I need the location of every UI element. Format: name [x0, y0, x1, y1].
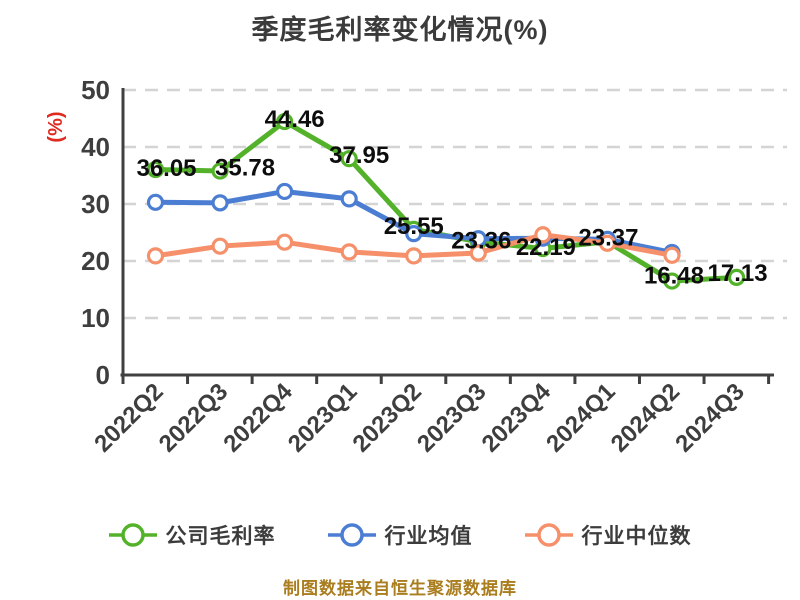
- legend-item-company-gross-margin: 公司毛利率: [108, 520, 276, 550]
- data-point: [146, 193, 165, 211]
- x-axis-tick-label: 2023Q4: [477, 378, 557, 458]
- data-label: 17.13: [708, 260, 768, 287]
- legend-label-industry-average: 行业均值: [384, 525, 473, 548]
- data-point: [276, 182, 294, 201]
- data-point: [340, 190, 358, 208]
- data-point: [211, 237, 229, 255]
- legend-item-industry-median: 行业中位数: [524, 520, 692, 550]
- y-axis-tick-label: 20: [81, 246, 110, 276]
- x-axis-tick-label: 2023Q2: [347, 378, 426, 457]
- data-label: 23.36: [451, 227, 511, 254]
- series-industry-median: [146, 226, 681, 265]
- axes: [120, 88, 774, 384]
- data-point: [469, 244, 487, 262]
- data-label: 37.95: [329, 142, 389, 169]
- y-axis-tick-label: 0: [96, 360, 110, 390]
- y-axis-tick-label: 40: [81, 132, 110, 162]
- data-point: [405, 247, 423, 265]
- data-label: 44.46: [265, 106, 325, 133]
- data-point: [146, 247, 165, 265]
- data-label: 16.48: [644, 263, 704, 290]
- data-label: 25.55: [384, 213, 444, 240]
- y-axis-tick-label: 10: [81, 303, 110, 333]
- x-axis-tick-label: 2022Q2: [89, 378, 168, 457]
- data-point: [663, 272, 681, 290]
- legend-label-industry-median: 行业中位数: [581, 525, 692, 548]
- data-point: [211, 194, 229, 212]
- data-source-note: 制图数据来自恒生聚源数据库: [283, 579, 517, 598]
- data-point: [598, 234, 617, 252]
- y-axis-tick-label: 50: [81, 75, 110, 105]
- data-point: [405, 225, 423, 243]
- data-point: [146, 160, 165, 179]
- legend-marker-company-gross-margin: [108, 523, 157, 547]
- legend-label-company-gross-margin: 公司毛利率: [165, 525, 276, 548]
- y-axis-unit: (%): [45, 111, 67, 142]
- data-point: [211, 162, 229, 180]
- data-point: [276, 112, 294, 131]
- y-axis-labels: 0 10 20 30 40 50: [81, 75, 110, 390]
- data-point: [276, 233, 294, 251]
- data-point: [340, 150, 358, 168]
- x-axis-tick-label: 2024Q3: [670, 378, 749, 457]
- data-point: [727, 268, 746, 286]
- x-axis-tick-label: 2024Q1: [541, 378, 620, 457]
- x-axis-tick-label: 2023Q1: [283, 378, 362, 457]
- data-label: 36.05: [136, 155, 196, 182]
- chart-title: 季度毛利率变化情况(%): [251, 15, 549, 45]
- gridlines: [123, 88, 787, 320]
- legend: 公司毛利率 行业均值 行业中位数: [0, 520, 800, 550]
- x-axis-tick-label: 2022Q4: [218, 378, 298, 458]
- legend-marker-industry-median: [524, 523, 573, 547]
- data-label: 23.37: [578, 224, 638, 251]
- legend-item-industry-average: 行业均值: [327, 520, 473, 550]
- data-label: 22.19: [516, 234, 576, 261]
- legend-marker-industry-average: [327, 523, 376, 547]
- data-point: [340, 243, 358, 261]
- y-axis-tick-label: 30: [81, 189, 110, 219]
- x-axis-tick-label: 2024Q2: [606, 378, 685, 457]
- data-label: 35.78: [215, 155, 275, 182]
- x-axis-tick-label: 2022Q3: [154, 378, 233, 457]
- x-axis-tick-label: 2023Q3: [412, 378, 491, 457]
- data-point: [663, 246, 681, 264]
- data-point: [534, 226, 552, 244]
- x-axis-labels: 2022Q22022Q32022Q42023Q12023Q22023Q32023…: [89, 378, 750, 458]
